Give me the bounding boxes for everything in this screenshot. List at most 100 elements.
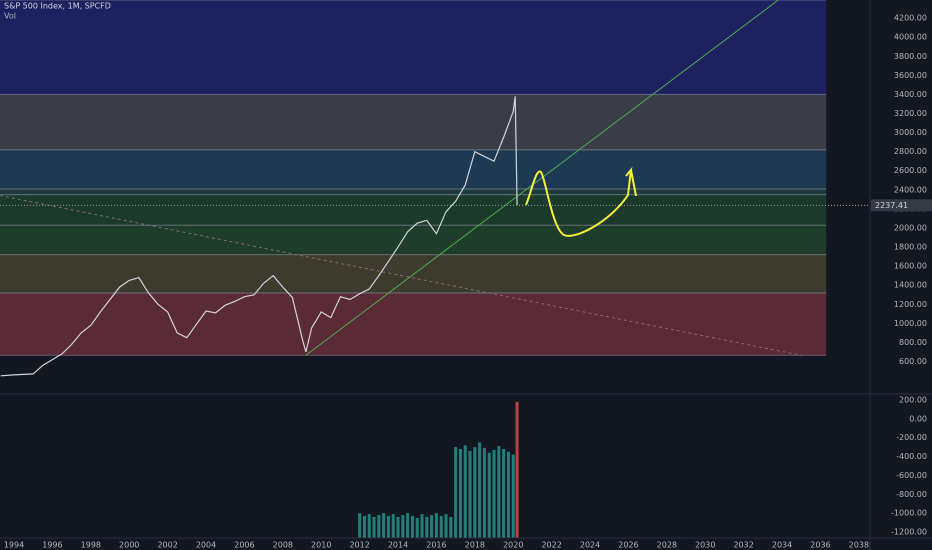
volume-bar bbox=[458, 448, 462, 538]
volume-bar bbox=[511, 454, 515, 538]
volume-bar bbox=[468, 450, 472, 538]
x-tick-label: 2020 bbox=[503, 541, 523, 550]
last-price-label: 2237.41 bbox=[875, 201, 908, 210]
x-tick-label: 1994 bbox=[4, 541, 24, 550]
y-tick-label: 3000.00 bbox=[894, 128, 927, 137]
y-tick-label: 2400.00 bbox=[894, 185, 927, 194]
x-tick-label: 2032 bbox=[733, 541, 753, 550]
legend-entry: Vol bbox=[4, 12, 16, 21]
y-tick-label: 3200.00 bbox=[894, 109, 927, 118]
overlay: S&P 500 Index, 1M, SPCFD Vol 600.00 800.0… bbox=[4, 2, 932, 550]
volume-bar bbox=[444, 514, 448, 538]
x-tick-label: 2014 bbox=[388, 541, 408, 550]
y-tick-label: 3600.00 bbox=[894, 71, 927, 80]
x-tick-label: 2028 bbox=[657, 541, 677, 550]
y-tick-label: -800.00 bbox=[896, 490, 927, 499]
volume-bar bbox=[367, 514, 371, 538]
volume-bar bbox=[449, 516, 453, 538]
fib-band bbox=[0, 0, 827, 95]
volume-bar bbox=[430, 515, 434, 538]
fib-band bbox=[0, 194, 827, 226]
y-tick-label: 3800.00 bbox=[894, 52, 927, 61]
volume-bar bbox=[406, 513, 410, 538]
y-tick-label: 2600.00 bbox=[894, 166, 927, 175]
y-tick-label: 2000.00 bbox=[894, 223, 927, 232]
x-tick-label: 2000 bbox=[119, 541, 139, 550]
y-tick-label: -400.00 bbox=[896, 452, 927, 461]
fib-band bbox=[0, 292, 827, 356]
x-tick-label: 2038 bbox=[849, 541, 869, 550]
fib-band bbox=[0, 225, 827, 255]
volume-bar bbox=[492, 449, 496, 538]
volume-pane bbox=[358, 401, 519, 538]
volume-bar bbox=[362, 516, 366, 538]
volume-bar bbox=[420, 514, 424, 538]
x-tick-label: 2004 bbox=[196, 541, 216, 550]
hand-drawn-annotation bbox=[525, 166, 637, 237]
fib-band bbox=[0, 254, 827, 293]
volume-bar bbox=[382, 513, 386, 538]
volume-bar bbox=[415, 517, 419, 538]
x-tick-label: 2010 bbox=[311, 541, 331, 550]
volume-bar bbox=[386, 516, 390, 538]
volume-bar bbox=[478, 442, 482, 538]
x-tick-label: 2002 bbox=[157, 541, 177, 550]
y-tick-label: 4200.00 bbox=[894, 14, 927, 23]
x-tick-label: 1996 bbox=[42, 541, 62, 550]
y-tick-label: 1400.00 bbox=[894, 281, 927, 290]
volume-bar bbox=[434, 513, 438, 538]
y-tick-label: 200.00 bbox=[899, 395, 927, 404]
volume-bar bbox=[473, 447, 477, 538]
x-tick-label: 2008 bbox=[273, 541, 293, 550]
y-tick-label: 1600.00 bbox=[894, 262, 927, 271]
y-tick-label: 600.00 bbox=[899, 357, 927, 366]
x-tick-label: 2026 bbox=[618, 541, 638, 550]
x-tick-label: 2036 bbox=[810, 541, 830, 550]
volume-bar bbox=[372, 516, 376, 538]
trend-line bbox=[305, 0, 779, 356]
y-tick-label: -1000.00 bbox=[891, 509, 927, 518]
y-tick-label: -600.00 bbox=[896, 471, 927, 480]
volume-bar bbox=[482, 448, 486, 538]
volume-bar bbox=[487, 452, 491, 538]
trend-line bbox=[0, 195, 802, 356]
volume-bar bbox=[425, 516, 429, 538]
y-tick-label: -1200.00 bbox=[891, 528, 927, 537]
chart-title: S&P 500 Index, 1M, SPCFD bbox=[4, 2, 111, 11]
volume-bar bbox=[497, 446, 501, 538]
y-tick-label: 3400.00 bbox=[894, 90, 927, 99]
volume-bar bbox=[506, 451, 510, 538]
x-tick-label: 2016 bbox=[426, 541, 446, 550]
volume-bar bbox=[454, 447, 458, 538]
volume-bar bbox=[358, 513, 362, 538]
y-tick-label: 1200.00 bbox=[894, 300, 927, 309]
volume-bar bbox=[502, 448, 506, 538]
x-tick-label: 2024 bbox=[580, 541, 600, 550]
last-price-tag bbox=[871, 199, 932, 212]
y-tick-label: 1000.00 bbox=[894, 319, 927, 328]
price-pane bbox=[0, 0, 870, 377]
volume-bar bbox=[410, 516, 414, 538]
y-tick-label: 800.00 bbox=[899, 338, 927, 347]
fib-band bbox=[0, 149, 827, 189]
volume-bar bbox=[391, 514, 395, 538]
price-line bbox=[0, 96, 518, 377]
x-tick-label: 2030 bbox=[695, 541, 715, 550]
volume-bar bbox=[377, 515, 381, 538]
volume-bar bbox=[396, 516, 400, 538]
x-tick-label: 2006 bbox=[234, 541, 254, 550]
x-tick-label: 2022 bbox=[541, 541, 561, 550]
x-tick-label: 2034 bbox=[772, 541, 792, 550]
fib-band bbox=[0, 94, 827, 150]
volume-bar bbox=[401, 515, 405, 538]
volume-bar bbox=[463, 445, 467, 538]
y-tick-label: 4000.00 bbox=[894, 33, 927, 42]
y-tick-label: 0.00 bbox=[909, 414, 927, 423]
fib-band bbox=[0, 188, 827, 195]
y-tick-label: 2800.00 bbox=[894, 147, 927, 156]
y-tick-label: 1800.00 bbox=[894, 243, 927, 252]
volume-bar bbox=[439, 516, 443, 538]
x-tick-label: 2012 bbox=[349, 541, 369, 550]
x-tick-label: 1998 bbox=[81, 541, 101, 550]
